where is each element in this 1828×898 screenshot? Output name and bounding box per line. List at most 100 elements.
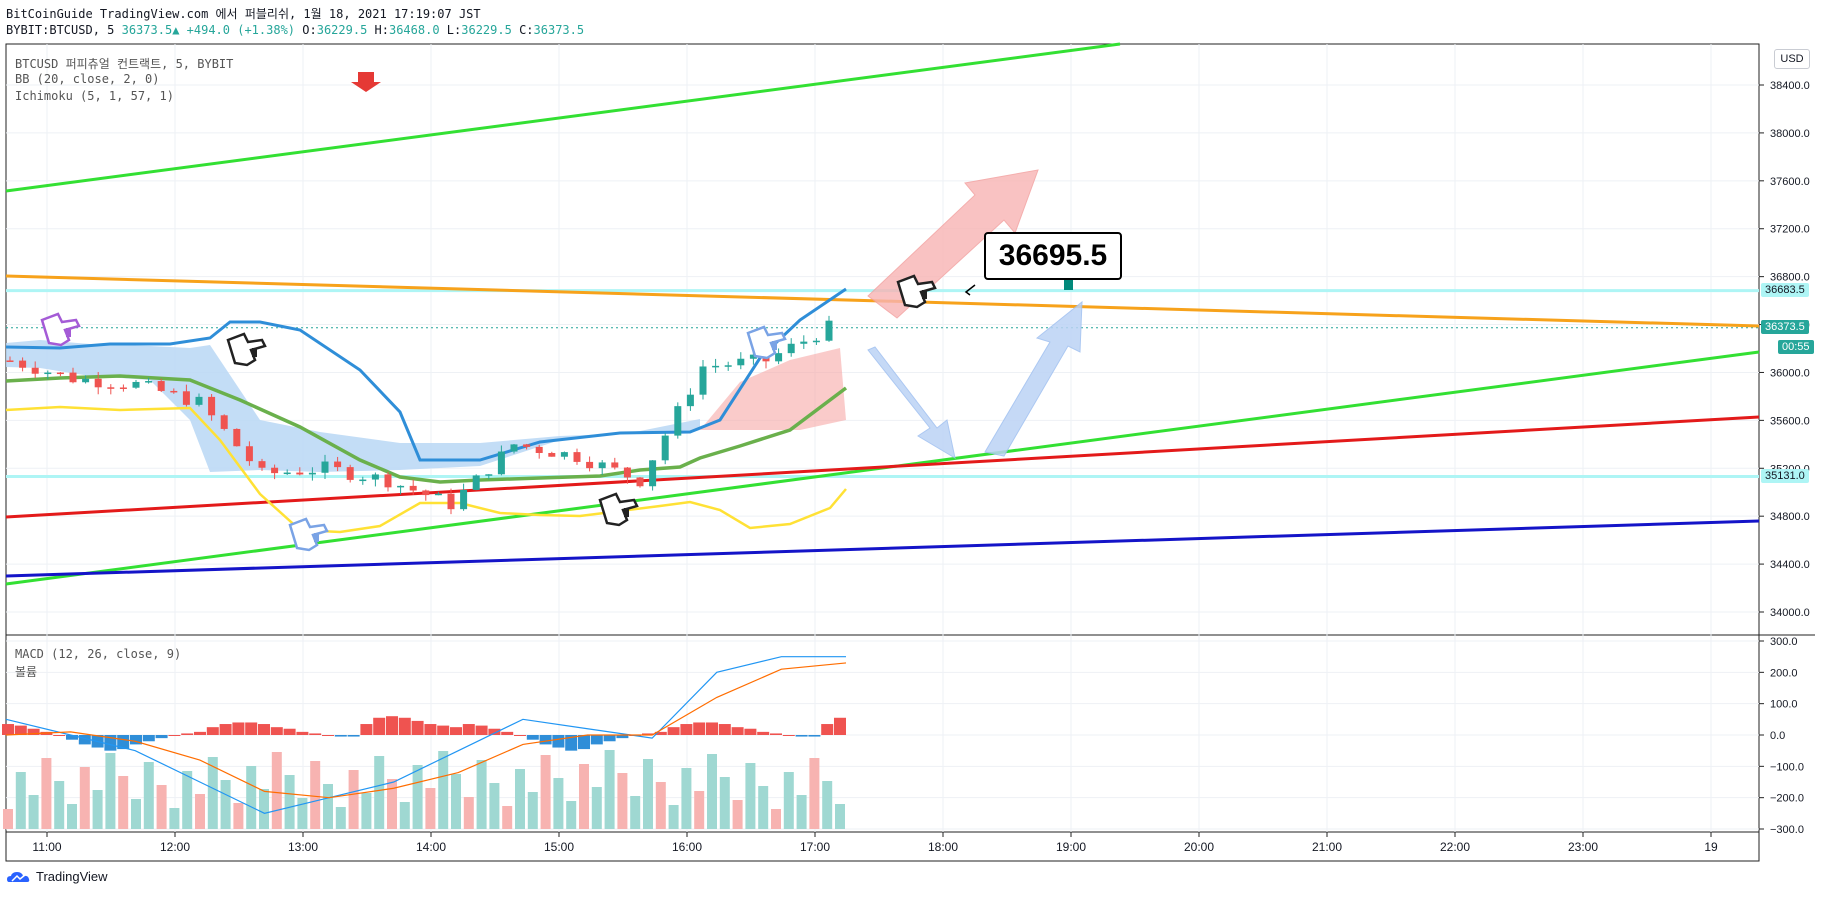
candle-body — [661, 435, 669, 461]
candle-body — [182, 391, 190, 405]
price-tick-label: 36000.0 — [1770, 367, 1810, 379]
trendline-green-upper — [5, 42, 1121, 193]
macd-histogram-bar — [603, 735, 616, 742]
candle-body — [460, 489, 468, 510]
macd-histogram-bar — [386, 716, 398, 735]
volume-bar — [553, 778, 564, 829]
volume-bar — [220, 780, 231, 829]
arrow-down-blue — [867, 346, 956, 460]
macd-histogram-bar — [283, 728, 296, 735]
candle-body — [308, 472, 316, 475]
macd-histogram-bar — [642, 733, 654, 735]
legend-ichimoku: Ichimoku (5, 1, 57, 1) — [15, 89, 174, 103]
volume-bar — [489, 783, 500, 829]
volume-bar — [796, 795, 807, 829]
candle-body — [409, 485, 417, 491]
ichimoku-cloud-bearish — [700, 348, 846, 430]
volume-bar — [361, 793, 372, 829]
price-tick-label: 35600.0 — [1770, 415, 1810, 427]
volume-bar — [822, 781, 833, 829]
time-tick-label: 22:00 — [1440, 840, 1470, 854]
macd-histogram-bar — [565, 735, 578, 751]
candle-body — [775, 353, 783, 362]
macd-tick-label: −100.0 — [1770, 761, 1804, 773]
high-value: 36468.0 — [388, 23, 440, 37]
macd-histogram-bar — [347, 735, 360, 737]
volume-bar — [451, 774, 461, 829]
macd-pane — [2, 656, 847, 829]
price-tick-label: 38000.0 — [1770, 128, 1810, 140]
macd-histogram-bar — [78, 735, 91, 745]
tradingview-logo[interactable]: TradingView — [6, 869, 108, 884]
macd-histogram-bar — [616, 735, 629, 739]
time-tick-label: 21:00 — [1312, 840, 1342, 854]
volume-bar — [412, 765, 423, 829]
time-tick-label: 18:00 — [928, 840, 958, 854]
candle-body — [623, 467, 631, 478]
target-callout[interactable]: 36695.5 — [984, 232, 1122, 280]
candle-body — [359, 479, 367, 482]
candle-body — [19, 360, 27, 368]
currency-button[interactable]: USD — [1774, 49, 1810, 69]
volume-bar — [118, 776, 129, 829]
macd-histogram-bar — [206, 727, 219, 735]
candle-body — [422, 490, 430, 496]
volume-bar — [630, 796, 641, 829]
volume-bar — [617, 773, 628, 829]
volume-bar — [297, 798, 308, 829]
time-tick-label: 19:00 — [1056, 840, 1086, 854]
volume-bar — [771, 809, 781, 829]
price-tick-label: 34000.0 — [1770, 607, 1810, 619]
volume-bar — [310, 761, 321, 829]
candle-body — [649, 460, 657, 487]
volume-bar — [438, 751, 449, 829]
volume-bar — [540, 755, 551, 829]
volume-bar — [271, 752, 282, 829]
volume-bar — [207, 757, 218, 829]
volume-bar — [515, 769, 525, 829]
macd-histogram-bar — [757, 731, 770, 735]
publish-info: BitCoinGuide TradingView.com 에서 퍼블리쉬, 1월… — [6, 7, 481, 21]
volume-bar — [3, 809, 13, 829]
macd-histogram-bar — [411, 720, 424, 735]
candle-body — [825, 320, 833, 341]
macd-histogram-bar — [232, 722, 245, 735]
trendline-blue — [5, 519, 1760, 578]
macd-tick-label: −200.0 — [1770, 793, 1804, 805]
candle-body — [699, 366, 707, 395]
macd-histogram-bar — [66, 735, 78, 740]
volume-bar — [476, 760, 487, 829]
candle-body — [674, 406, 682, 436]
countdown-badge: 00:55 — [1778, 340, 1814, 354]
candle-body — [271, 467, 279, 474]
candle-body — [724, 365, 732, 367]
volume-bar — [156, 785, 167, 829]
candles — [6, 315, 833, 515]
candle-body — [497, 451, 505, 475]
candle-body — [749, 354, 757, 359]
low-value: 36229.5 — [461, 23, 512, 37]
macd-histogram-bar — [526, 735, 539, 740]
candle-body — [82, 378, 90, 383]
volume-bar — [835, 804, 845, 829]
macd-histogram-bar — [219, 724, 232, 735]
callout-pointer — [964, 284, 976, 296]
volume-bar — [169, 808, 180, 829]
time-tick-label: 14:00 — [416, 840, 446, 854]
close-value: 36373.5 — [533, 23, 585, 37]
time-tick-label: 13:00 — [288, 840, 318, 854]
arrow-up-blue — [984, 300, 1083, 457]
candle-body — [44, 372, 52, 375]
volume-bar — [745, 763, 756, 829]
volume-bar — [604, 750, 615, 829]
macd-histogram-bar — [821, 724, 834, 735]
volume-bar — [387, 779, 397, 829]
hand-pointer-icon — [896, 274, 937, 309]
candle-body — [334, 461, 342, 468]
open-label: O: — [302, 23, 317, 37]
price-tick-label: 38400.0 — [1770, 80, 1810, 92]
volume-bar — [758, 786, 769, 829]
bollinger-upper — [5, 287, 847, 462]
macd-histogram-bar — [654, 731, 667, 735]
